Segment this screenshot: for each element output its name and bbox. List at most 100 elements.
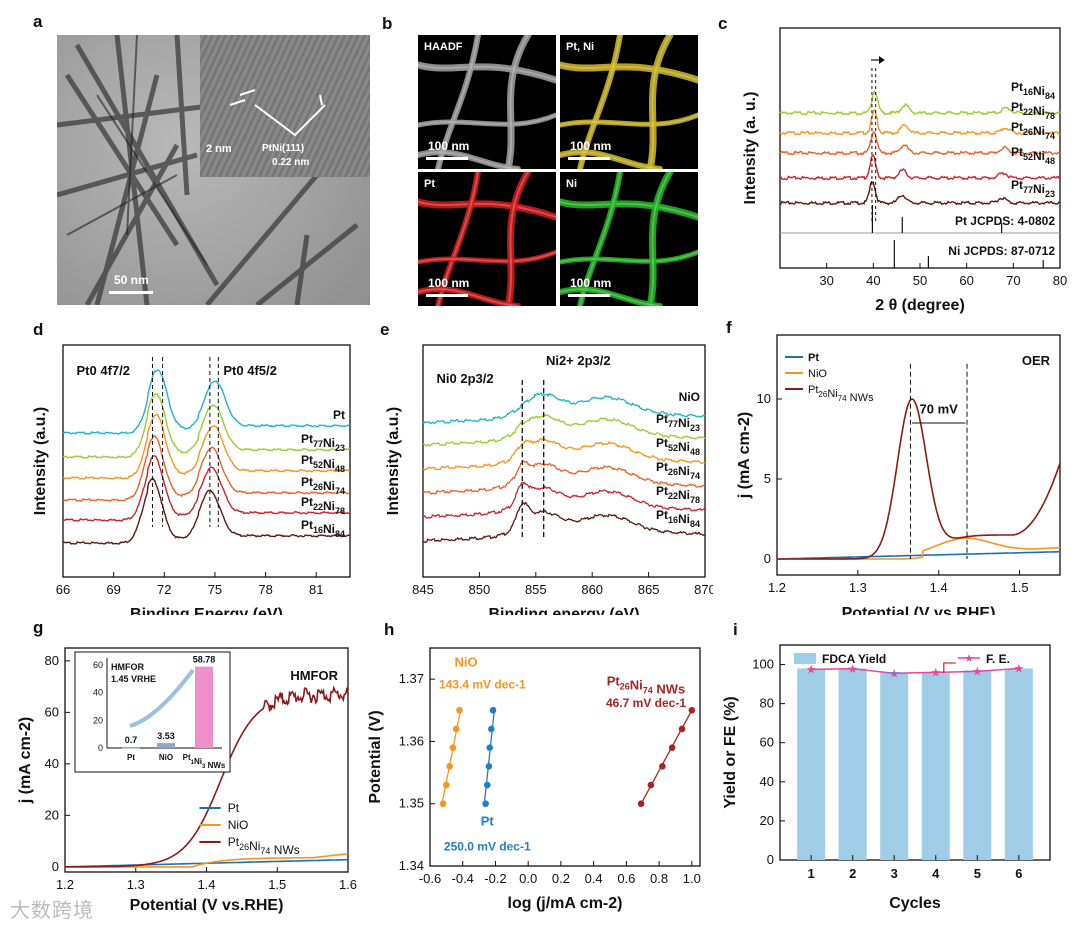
inset-y-tick-label: 40 xyxy=(93,688,103,698)
pt4f-x-tick-label: 75 xyxy=(208,582,222,597)
pt4f-series-label: Pt77Ni23 xyxy=(301,432,345,453)
ni-reference-label: Ni JCPDS: 87-0712 xyxy=(948,244,1055,258)
tafel-y-tick-label: 1.37 xyxy=(399,671,424,686)
pt4f-annotation-right: Pt0 4f5/2 xyxy=(223,363,276,378)
tafel-point xyxy=(678,725,686,733)
inset-subtitle: 1.45 VRHE xyxy=(111,674,156,684)
panel-a-letter: a xyxy=(33,12,43,31)
pt4f-series-label: Pt26Ni74 xyxy=(301,475,345,496)
pt4f-series-line xyxy=(62,434,351,502)
tafel-y-tick-label: 1.34 xyxy=(399,858,424,873)
tafel-x-tick-label: 0.8 xyxy=(650,871,668,886)
lattice-label-1: PtNi(111) xyxy=(262,143,305,154)
eds-map-scale-bar xyxy=(426,157,468,160)
eds-map-scale-text: 100 nm xyxy=(428,139,470,153)
inset-trend-arrow xyxy=(129,668,195,728)
tafel-point xyxy=(443,781,450,789)
oer-y-tick-label: 5 xyxy=(764,471,771,486)
fe-point: ★ xyxy=(847,662,858,676)
ni2p-series-line xyxy=(422,437,706,472)
pt4f-annotation-left: Pt0 4f7/2 xyxy=(77,363,130,378)
plot-frame xyxy=(429,647,701,867)
fe-point: ★ xyxy=(972,664,983,678)
tafel-point xyxy=(439,800,447,808)
inset-bar-value: 3.53 xyxy=(157,731,175,741)
tafel-pt-label: Pt xyxy=(481,814,495,829)
xrd-x-tick-label: 80 xyxy=(1053,273,1067,288)
tafel-pt-slope: 250.0 mV dec-1 xyxy=(444,839,531,853)
y-axis-label: Intensity (a. u.) xyxy=(742,92,759,205)
xrd-series-line xyxy=(779,131,1061,156)
tafel-x-tick-label: -0.6 xyxy=(419,871,441,886)
hmfor-y-tick-label: 40 xyxy=(45,756,59,771)
oer-lsv-chart: 1.2 1.3 1.4 1.5 0 5 10 Potential (V vs.RHE) j (m… xyxy=(736,334,1061,615)
tafel-chart: -0.6 -0.4 -0.2 0.0 0.2 0.4 0.6 0.8 1.0 1.34 1.35 1.… xyxy=(367,647,701,912)
ni2p-x-tick-label: 850 xyxy=(469,582,491,597)
lattice-annotation xyxy=(229,89,326,137)
yield-bar xyxy=(880,672,909,860)
xrd-series-label: Pt16Ni84 xyxy=(1011,80,1055,101)
stab-y-tick-label: 40 xyxy=(760,774,774,789)
hmfor-x-tick-label: 1.5 xyxy=(268,877,286,892)
xrd-series-label: Pt26Ni74 xyxy=(1011,120,1055,141)
eds-map-2: Pt, Ni 100 nm xyxy=(560,35,698,169)
stab-x-tick-label: 5 xyxy=(974,866,981,881)
stab-y-tick-label: 0 xyxy=(767,852,774,867)
stab-x-tick-label: 3 xyxy=(891,866,898,881)
hmfor-legend-label: Pt xyxy=(228,801,240,815)
tafel-point xyxy=(449,744,457,751)
tafel-fit-line xyxy=(638,706,695,808)
tafel-y-tick-label: 1.35 xyxy=(399,796,424,811)
panel-h-letter: h xyxy=(384,620,395,639)
y-axis-label: Potential (V) xyxy=(367,710,384,803)
tafel-point xyxy=(659,763,666,770)
stab-x-tick-label: 4 xyxy=(932,866,940,881)
panel-f-letter: f xyxy=(726,318,732,337)
ni2p-x-tick-label: 865 xyxy=(638,582,660,597)
legend-yield-swatch xyxy=(794,653,816,664)
xrd-series-label: Pt52Ni48 xyxy=(1011,145,1055,166)
eds-map-scale-text: 100 nm xyxy=(570,276,612,290)
y-axis-label: Intensity (a.u.) xyxy=(385,407,402,515)
tafel-point xyxy=(489,706,497,714)
tem-nanowires xyxy=(57,35,359,305)
oer-y-tick-label: 10 xyxy=(757,391,771,406)
legend-fe-label: F. E. xyxy=(986,652,1010,666)
hmfor-x-tick-label: 1.2 xyxy=(56,877,74,892)
yield-bar xyxy=(1004,668,1033,860)
ni2p-x-tick-label: 845 xyxy=(412,582,434,597)
oer-legend-label: NiO xyxy=(808,368,827,380)
ni2p-series-line xyxy=(422,413,706,447)
hmfor-x-tick-label: 1.6 xyxy=(339,877,357,892)
inset-scale-text: 2 nm xyxy=(206,143,232,155)
oer-gap-label: 70 mV xyxy=(920,401,959,416)
panel-g-letter: g xyxy=(33,618,44,637)
inset-title: HMFOR xyxy=(111,662,144,672)
tafel-point xyxy=(446,763,453,770)
pt4f-series-line xyxy=(62,477,351,545)
stab-y-tick-label: 60 xyxy=(760,735,774,750)
ni2p-xps-chart: 845 850 855 860 865 870 Binding energy (eV) Int… xyxy=(385,344,713,615)
panel-i-letter: i xyxy=(733,620,738,639)
tafel-point xyxy=(688,706,696,714)
yield-bar xyxy=(838,668,867,860)
hmfor-x-tick-label: 1.4 xyxy=(197,877,215,892)
eds-map-wires xyxy=(418,35,556,169)
ni2p-series-label: Pt26Ni74 xyxy=(656,460,700,481)
shift-arrow-head xyxy=(878,56,885,64)
plot-frame xyxy=(776,334,1061,576)
ni2p-annotation-left: Ni0 2p3/2 xyxy=(437,371,494,386)
inset-bar xyxy=(157,743,175,748)
oer-x-tick-label: 1.5 xyxy=(1011,580,1029,595)
yield-bar xyxy=(921,672,950,860)
ni2p-x-tick-label: 855 xyxy=(525,582,547,597)
xrd-x-tick-label: 70 xyxy=(1006,273,1020,288)
xrd-series-label: Pt22Ni78 xyxy=(1011,100,1055,121)
eds-map-label: Pt, Ni xyxy=(566,41,595,53)
oer-x-tick-label: 1.4 xyxy=(930,580,948,595)
tafel-point xyxy=(452,725,460,733)
hmfor-title: HMFOR xyxy=(290,668,338,683)
pt4f-x-tick-label: 81 xyxy=(309,582,323,597)
hmfor-y-tick-label: 0 xyxy=(52,859,59,874)
tafel-nio-label: NiO xyxy=(454,655,477,670)
